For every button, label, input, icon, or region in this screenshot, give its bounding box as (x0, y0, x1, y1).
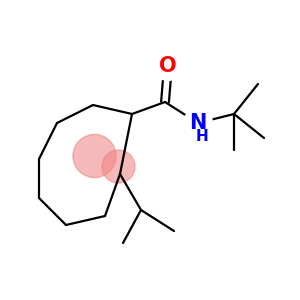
Text: O: O (159, 56, 177, 76)
Circle shape (154, 52, 182, 80)
Text: N: N (189, 113, 207, 133)
Circle shape (184, 109, 212, 137)
Circle shape (102, 150, 135, 183)
Circle shape (73, 134, 116, 178)
Text: H: H (195, 129, 208, 144)
